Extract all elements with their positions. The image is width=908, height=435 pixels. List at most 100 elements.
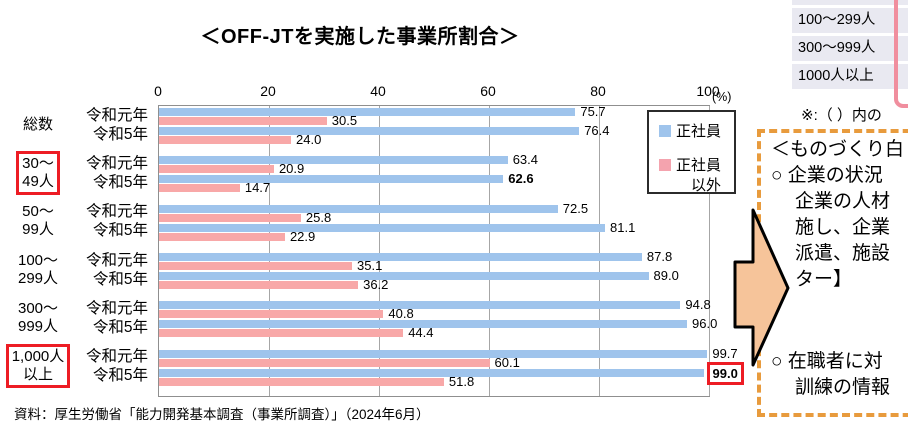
bar-other: [159, 165, 274, 174]
bar-other: [159, 232, 285, 241]
bar-value-label: 87.8: [646, 249, 673, 264]
gridline: [378, 106, 380, 396]
bar-regular: [159, 127, 580, 135]
gridline: [708, 106, 710, 396]
callout-line: 訓練の情報: [795, 377, 891, 398]
bar-value-label: 14.7: [244, 180, 271, 196]
bar-other: [159, 136, 291, 144]
bar-value-label: 20.9: [278, 161, 305, 177]
bar-value-label: 72.5: [562, 200, 589, 216]
year-label: 令和5年: [92, 173, 148, 191]
side-table-row: 1000人以上: [792, 64, 908, 89]
bar-value-label: 51.8: [448, 373, 475, 389]
bar-value-label: 24.0: [296, 132, 322, 147]
bar-regular: [159, 349, 708, 358]
callout-line: 施し、企業: [795, 217, 891, 238]
legend-item-label-line2: 以外: [691, 177, 722, 194]
gridline: [268, 106, 270, 396]
bar-value-label: 60.1: [494, 354, 520, 370]
percent-unit-label: (%): [712, 90, 732, 104]
category-label: 50〜 99人: [22, 203, 54, 239]
bar-value-label: 22.9: [289, 228, 316, 244]
category-label-cell: 50〜 99人: [4, 202, 72, 241]
side-table-row: 100〜299人: [792, 8, 908, 33]
x-tick-label: 60: [480, 83, 496, 99]
category-label-highlighted: 1,000人 以上: [5, 344, 71, 389]
year-label: 令和元年: [85, 348, 148, 366]
side-table-pink-highlight: [894, 0, 908, 108]
category-label-cell: 300〜 999人: [4, 298, 72, 337]
bar-regular: [159, 272, 649, 280]
year-label: 令和元年: [85, 106, 148, 124]
bar-other: [159, 377, 444, 386]
bar-value-label: 63.4: [512, 152, 538, 168]
bar-regular: [159, 253, 642, 261]
x-tick-label: 100: [696, 83, 720, 99]
category-label: 100〜 299人: [17, 251, 59, 287]
bar-value-label: 35.1: [357, 258, 383, 273]
bar-regular: [159, 204, 558, 213]
bar-value-label: 96.0: [692, 316, 718, 332]
legend-item-label: 正社員: [676, 157, 722, 174]
bar-value-label: 81.1: [610, 219, 636, 235]
bar-regular: [159, 156, 508, 165]
bar-value-label: 36.2: [363, 277, 389, 292]
chart-title: ＜OFF-JTを実施した事業所割合＞: [200, 26, 520, 48]
year-label: 令和元年: [85, 154, 148, 172]
category-label-highlighted: 30〜 49人: [16, 150, 60, 195]
bar-value-label: 40.8: [388, 306, 414, 322]
year-label: 令和元年: [85, 251, 148, 269]
bar-value-label: 89.0: [653, 268, 679, 283]
x-tick-label: 80: [590, 83, 606, 99]
legend-item-label: 正社員: [676, 123, 722, 140]
gridline: [598, 106, 600, 396]
bar-regular: [159, 223, 606, 232]
bar-other: [159, 358, 490, 367]
chart-legend: 正社員 正社員 以外: [647, 110, 736, 194]
category-label-cell: 総数: [4, 105, 72, 144]
bar-value-label: 99.0: [706, 361, 744, 385]
category-label-cell: 1,000人 以上: [4, 344, 72, 389]
callout-line: ○ 企業の状況: [771, 165, 883, 186]
category-label-cell: 100〜 299人: [4, 250, 72, 289]
category-label: 300〜 999人: [17, 299, 59, 335]
gridline: [488, 106, 490, 396]
bar-other: [159, 262, 353, 270]
side-table-row: 300〜999人: [792, 36, 908, 61]
bar-value-label: 76.4: [584, 123, 610, 138]
bar-regular: [159, 175, 504, 184]
callout-line: ＜ものづくり白: [771, 139, 905, 160]
x-tick-label: 0: [154, 83, 162, 99]
year-label: 令和5年: [92, 367, 148, 385]
category-label: 総数: [22, 115, 53, 133]
bar-value-label: 94.8: [685, 297, 711, 313]
bar-other: [159, 213, 301, 222]
x-tick-label: 20: [260, 83, 276, 99]
bar-value-label: 44.4: [408, 325, 434, 341]
year-label: 令和5年: [92, 318, 148, 336]
bar-value-label: 25.8: [305, 209, 332, 225]
year-label: 令和元年: [85, 203, 148, 221]
chart-plot-area: 75.7 30.5 76.4 24.0 63.4 20.9 62.6 14.7 72.5 25.8…: [158, 105, 744, 397]
bar-regular: [159, 301, 681, 310]
year-label: 令和元年: [85, 299, 148, 317]
side-table-partial-row: [792, 0, 908, 5]
callout-line: ○ 在職者に対: [771, 351, 883, 372]
callout-text: ＜ものづくり白 ○ 企業の状況 企業の人材 施し、企業 派遣、施設 ター】 ○ 在職者に対訓…: [771, 137, 908, 401]
legend-item: 正社員: [659, 154, 721, 175]
bar-other: [159, 281, 359, 289]
bar-regular: [159, 368, 704, 377]
legend-item: 正社員: [659, 120, 721, 141]
legend-swatch-regular: [659, 124, 671, 137]
category-label-cell: 30〜 49人: [4, 150, 72, 195]
bar-other: [159, 184, 240, 193]
year-label: 令和5年: [92, 125, 148, 143]
year-label: 令和5年: [92, 270, 148, 288]
callout-line: ター】: [795, 269, 853, 290]
bar-value-label: 99.7: [712, 345, 738, 361]
x-tick-label: 40: [370, 83, 386, 99]
legend-swatch-other: [659, 158, 671, 171]
right-arrow-shape: [733, 208, 790, 367]
bar-value-label: 30.5: [331, 113, 358, 128]
